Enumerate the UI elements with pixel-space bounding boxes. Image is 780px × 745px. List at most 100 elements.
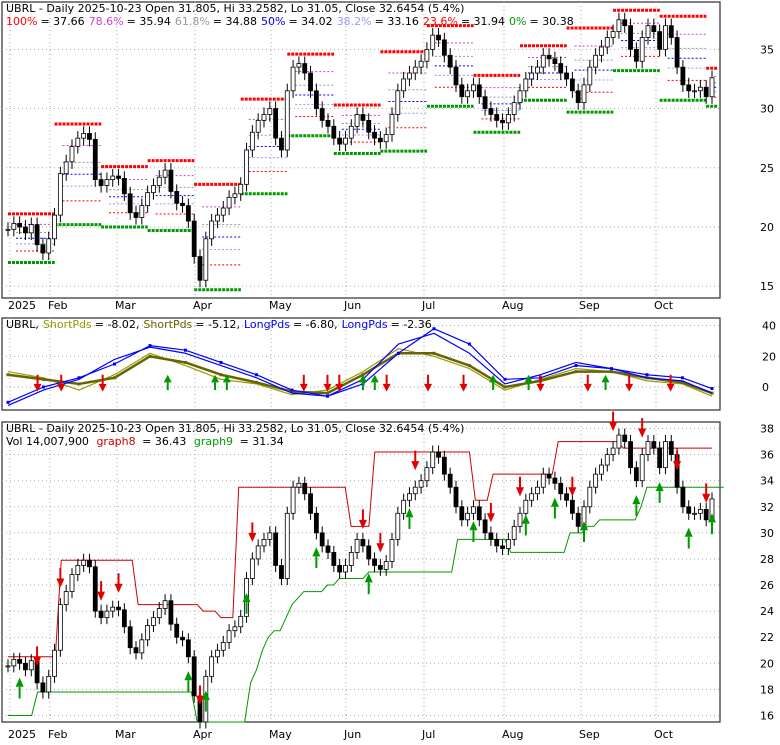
candle-body: [401, 499, 407, 514]
candle-body: [622, 434, 628, 442]
oscillator-marker: [290, 390, 294, 394]
stop-lines: [8, 441, 724, 723]
fib-legend-label: 78.6%: [89, 15, 124, 28]
candle-body: [604, 37, 610, 48]
candle-body: [401, 78, 407, 92]
candle-body: [197, 256, 203, 281]
up-arrow-marker: [222, 374, 231, 383]
candle-body: [686, 506, 692, 514]
oscillator-grid: [2, 318, 720, 410]
x-tick-label: Jul: [421, 728, 435, 741]
candle-body: [313, 512, 319, 534]
candle-body: [261, 114, 267, 121]
candle-body: [11, 658, 17, 667]
candle-body: [337, 565, 343, 573]
down-arrow-marker: [335, 383, 344, 392]
down-arrow-marker: [673, 461, 682, 471]
candle-body: [692, 90, 697, 93]
price-stop-x-ticks: 2025 Feb Mar Apr May Jun Jul Aug Sep Oct: [8, 728, 674, 741]
candle-body: [34, 224, 40, 246]
candle-body: [633, 48, 639, 62]
up-arrow-marker: [521, 514, 530, 524]
candle-body: [75, 565, 81, 576]
oscillator-marker: [112, 376, 116, 380]
osc-legend-value: = -8.02,: [95, 318, 140, 331]
x-tick-label: 2025: [8, 728, 36, 741]
up-arrow-marker: [655, 482, 664, 492]
down-arrow-marker: [57, 383, 66, 392]
oscillator-legend: UBRL, ShortPds = -8.02, ShortPds = -5.12, Lon…: [6, 318, 432, 331]
candle-body: [92, 138, 98, 180]
candle-body: [139, 639, 145, 654]
y-tick-label: 35: [760, 43, 774, 56]
candle-body: [558, 63, 564, 74]
candle-body: [308, 72, 313, 92]
osc-legend-value: = -5.12,: [195, 318, 240, 331]
candle-body: [674, 37, 680, 68]
candle-body: [57, 173, 63, 216]
up-arrow-marker: [370, 374, 379, 383]
x-tick-label: Mar: [115, 299, 136, 312]
candle-body: [494, 114, 500, 121]
price-fib-x-ticks: 2025 Feb Mar Apr May Jun Jul Aug Sep Oct: [8, 299, 674, 312]
price-fib-panel: UBRL - Daily 2025-10-23 Open 31.805, Hi …: [1, 1, 774, 312]
candle-body: [616, 434, 622, 449]
y-tick-label: 15: [760, 280, 774, 293]
candle-body: [628, 441, 633, 469]
y-tick-label: 32: [760, 501, 774, 514]
down-arrow-marker: [583, 383, 592, 392]
y-tick-label: 30: [760, 103, 774, 116]
candle-body: [540, 54, 546, 68]
candle-body: [552, 58, 558, 64]
x-tick-label: Oct: [654, 299, 674, 312]
price-fib-grid: [2, 2, 720, 298]
y-tick-label: 20: [762, 350, 776, 363]
y-tick-label: 20: [760, 221, 774, 234]
y-tick-label: 36: [760, 449, 774, 462]
candle-body: [331, 125, 337, 139]
up-arrow-marker: [242, 592, 251, 602]
fib-legend-value: = 30.38: [529, 15, 573, 28]
candle-body: [529, 72, 535, 80]
y-tick-label: 22: [760, 631, 774, 644]
candle-body: [668, 25, 674, 38]
candle-body: [575, 90, 581, 104]
oscillator-marker: [183, 360, 187, 364]
candle-body: [447, 54, 453, 68]
candle-body: [226, 630, 232, 643]
down-arrow-marker: [666, 383, 675, 392]
oscillator-marker: [219, 360, 223, 364]
candle-body: [482, 519, 488, 534]
candle-body: [523, 499, 529, 514]
oscillator-marker: [77, 382, 81, 386]
candle-body: [185, 205, 191, 222]
candle-body: [232, 626, 238, 632]
candle-body: [418, 480, 424, 488]
oscillator-marker: [41, 385, 45, 389]
candle-body: [296, 63, 302, 68]
down-arrow-marker: [459, 383, 468, 392]
candle-body: [5, 665, 11, 668]
candle-body: [261, 538, 267, 547]
candle-body: [616, 19, 622, 33]
price-fib-y-ticks: 15 20 25 30 35: [760, 43, 774, 293]
candle-body: [639, 37, 645, 62]
candle-body: [360, 114, 366, 121]
y-tick-label: 24: [760, 605, 774, 618]
candle-body: [52, 214, 57, 240]
candle-body: [249, 131, 255, 151]
candle-body: [651, 441, 657, 449]
candle-body: [238, 183, 244, 195]
fib-legend-value: = 37.66: [40, 15, 84, 28]
oscillator-frame: [1, 317, 721, 411]
candle-body: [476, 506, 482, 521]
candle-body: [511, 525, 517, 540]
candle-body: [517, 90, 523, 104]
candle-body: [11, 223, 17, 230]
candle-body: [279, 137, 284, 151]
price-stop-subtitle: Vol 14,007,900 graph8 = 36.43 graph9 = 3…: [6, 435, 284, 448]
candle-body: [622, 19, 628, 27]
candle-body: [633, 467, 639, 482]
candle-body: [488, 532, 494, 540]
oscillator-marker: [609, 367, 613, 371]
